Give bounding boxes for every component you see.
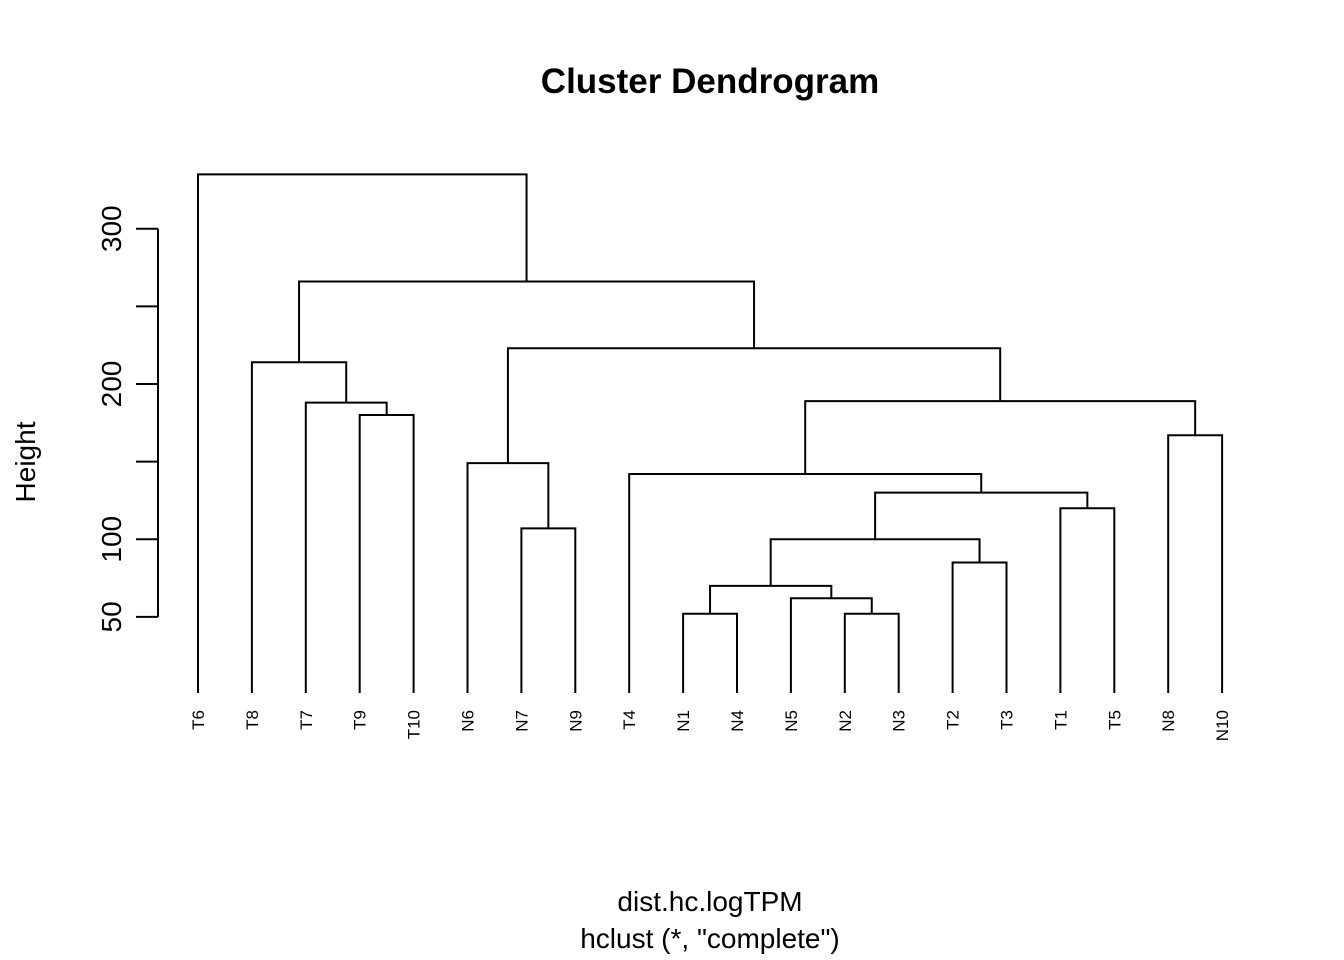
dendrogram-branch [298, 280, 756, 363]
dendrogram-branch [628, 473, 983, 693]
leaf-label: T6 [189, 710, 208, 730]
y-tick-label: 300 [96, 205, 127, 252]
leaf-label: N6 [459, 710, 478, 732]
leaf-label: N5 [782, 710, 801, 732]
method-label: hclust (*, "complete") [580, 923, 840, 954]
dendrogram-branch [789, 597, 873, 693]
leaf-label: T2 [944, 710, 963, 730]
leaf-label: N2 [836, 710, 855, 732]
leaf-label: T10 [405, 710, 424, 739]
leaf-labels: T6 T8 T7 T9 T10 N6 N7 N9 T4 N1 N4 N5 N2 N3 T2 T3 T1 T5 N8 N… [189, 710, 1232, 741]
leaf-label: T3 [998, 710, 1017, 730]
dendrogram-branch [709, 584, 833, 614]
leaf-label: T7 [297, 710, 316, 730]
leaf-label: N10 [1213, 710, 1232, 741]
leaf-label: T4 [620, 710, 639, 730]
dendrogram-branch [197, 173, 528, 693]
y-tick-label: 100 [96, 516, 127, 563]
dendrogram-branch [250, 361, 348, 693]
leaf-label: N8 [1159, 710, 1178, 732]
dendrogram-branch [1059, 507, 1116, 693]
dendrogram-branch [466, 462, 550, 693]
leaf-label: T5 [1105, 710, 1124, 730]
y-tick-label: 50 [96, 601, 127, 632]
dendrogram-branch [506, 347, 1002, 464]
dendrogram-branch [682, 612, 738, 693]
y-axis-label: Height [10, 421, 41, 502]
chart-title: Cluster Dendrogram [541, 62, 879, 101]
x-axis-label: dist.hc.logTPM [617, 886, 802, 917]
leaf-label: N9 [566, 710, 585, 732]
dendrogram-branch [843, 612, 900, 693]
y-tick-label: 200 [96, 361, 127, 408]
leaf-label: T8 [243, 710, 262, 730]
leaf-label: N1 [674, 710, 693, 732]
dendrogram-branch [951, 561, 1008, 693]
dendrogram-branch [874, 491, 1089, 540]
dendrogram-branch [520, 527, 577, 693]
dendrogram-branch [769, 538, 981, 586]
leaf-label: T1 [1051, 710, 1070, 730]
dendrogram-branch [304, 401, 388, 693]
leaf-label: N4 [728, 710, 747, 732]
dendrogram-tree [197, 173, 1224, 693]
leaf-label: T9 [351, 710, 370, 730]
leaf-label: N7 [512, 710, 531, 732]
dendrogram-branch [358, 414, 415, 693]
dendrogram-branch [1167, 434, 1224, 693]
dendrogram-branch [804, 400, 1197, 475]
leaf-label: N3 [890, 710, 909, 732]
y-axis: 50 100 200 300 [96, 205, 159, 632]
